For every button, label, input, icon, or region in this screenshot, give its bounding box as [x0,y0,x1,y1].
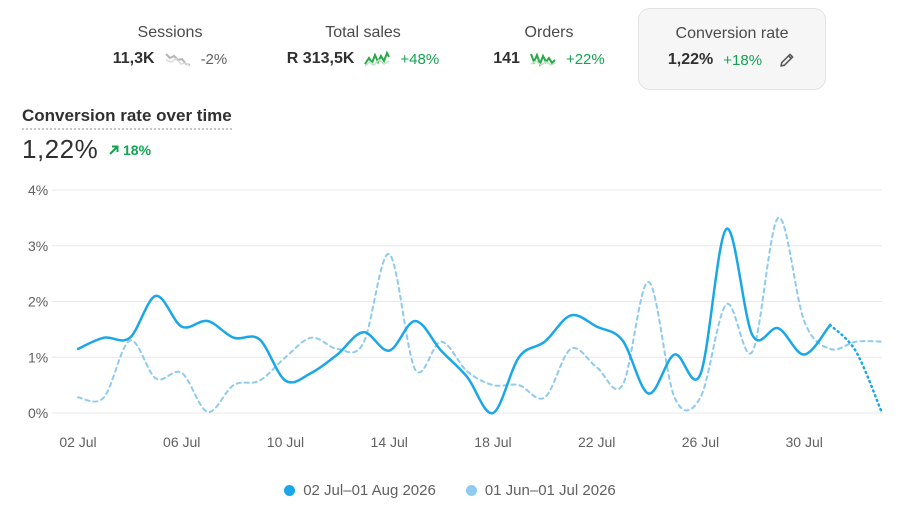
x-tick-label: 10 Jul [267,434,304,450]
y-tick-label: 0% [28,405,48,421]
metric-change: +22% [565,50,605,68]
metric-value: R 313,5K [286,50,355,67]
metric-total-sales[interactable]: Total sales R 313,5K +48% [268,8,458,90]
chart-change-value: 18% [123,142,152,158]
sparkline-icon [530,52,556,67]
x-tick-label: 30 Jul [786,434,823,450]
metric-label: Sessions [137,24,203,41]
legend-label: 02 Jul–01 Aug 2026 [303,482,436,499]
legend-dot-previous [465,485,477,496]
series-line-current [76,227,832,415]
metric-label: Orders [524,24,574,41]
x-tick-label: 14 Jul [371,434,408,450]
line-chart: 0% 1% 2% 3% 4% 02 Jul 06 Jul 10 Jul 14 Jul 18 Jul… [28,182,884,450]
metrics-bar: Sessions 11,3K -2% Total sales R 313,5K … [82,8,842,90]
metric-value: 11,3K [112,50,155,67]
metric-label: Conversion rate [675,25,789,42]
x-tick-label: 18 Jul [474,434,511,450]
y-tick-label: 2% [28,294,48,310]
y-tick-label: 4% [28,182,48,198]
y-tick-label: 1% [28,349,48,365]
metric-change: +18% [723,51,763,69]
series-line-previous [77,216,883,413]
metric-label: Total sales [325,24,401,41]
legend-item-previous[interactable]: 01 Jun–01 Jul 2026 [465,482,616,499]
metric-conversion-rate[interactable]: Conversion rate 1,22% +18% [638,8,826,90]
chart-headline-change: 18% [108,142,151,158]
arrow-up-right-icon [109,145,119,155]
metric-change: -2% [200,50,228,68]
x-tick-label: 02 Jul [59,434,96,450]
x-tick-label: 22 Jul [578,434,615,450]
chart-title[interactable]: Conversion rate over time [22,106,232,130]
legend-label: 01 Jun–01 Jul 2026 [484,482,616,499]
legend-dot-current [284,485,296,496]
metric-sessions[interactable]: Sessions 11,3K -2% [82,8,258,90]
y-tick-label: 3% [28,238,48,254]
metric-value: 1,22% [667,51,714,68]
sparkline-icon [364,50,391,67]
sparkline-icon [164,53,190,67]
series-line-current-projection [828,323,884,415]
metric-change: +48% [400,50,440,68]
metric-value: 141 [493,50,520,67]
chart-legend: 02 Jul–01 Aug 2026 01 Jun–01 Jul 2026 [0,482,900,499]
metric-orders[interactable]: Orders 141 +22% [468,8,630,90]
chart-headline-value: 1,22% [22,134,99,164]
x-tick-label: 06 Jul [163,434,200,450]
legend-item-current[interactable]: 02 Jul–01 Aug 2026 [284,482,436,499]
pencil-icon[interactable] [778,51,796,69]
x-tick-label: 26 Jul [682,434,719,450]
